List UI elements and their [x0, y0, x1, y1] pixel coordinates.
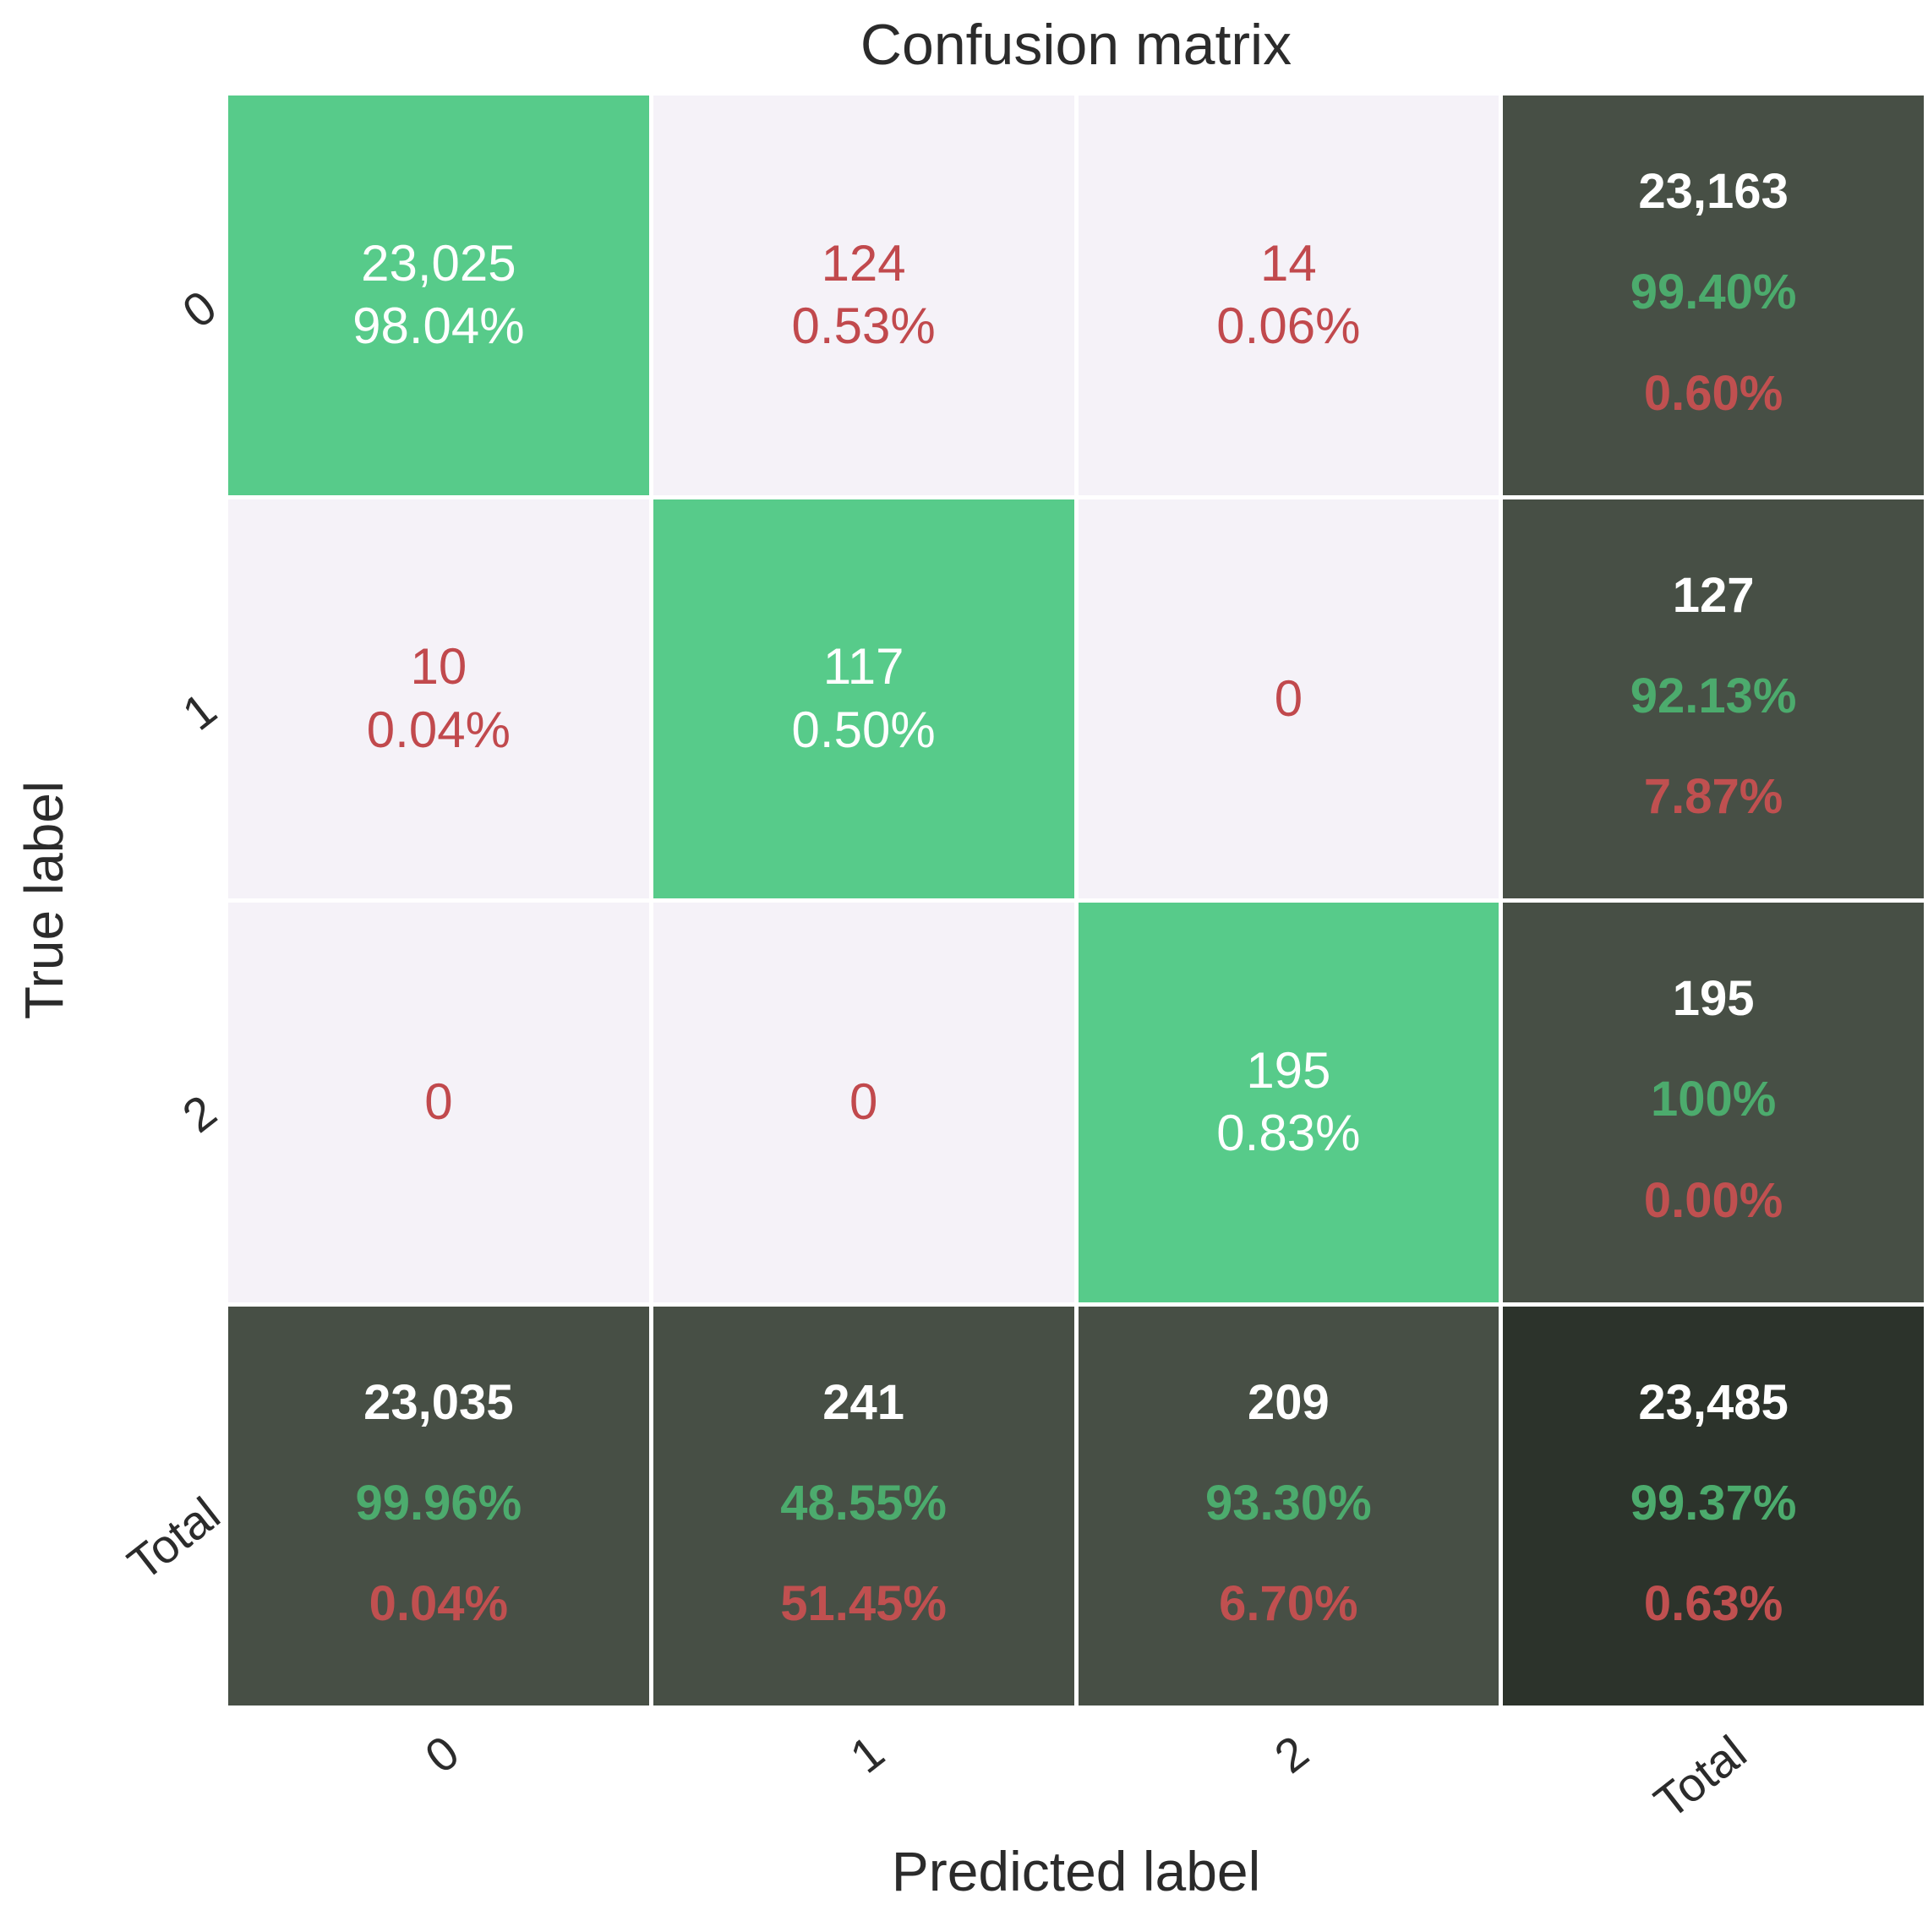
cell-percent: 98.04% [352, 297, 525, 355]
cell-true1-pred2: 0 [1078, 499, 1499, 898]
y-tick-1: 1 [172, 682, 227, 741]
cell-count: 195 [1246, 1041, 1331, 1099]
y-tick-0: 0 [172, 280, 227, 339]
y-axis-label: True label [14, 780, 74, 1020]
matrix-grid: 23,025 98.04% 124 0.53% 14 0.06% 23,163 … [228, 96, 1924, 1706]
y-tick-total: Total [117, 1487, 230, 1591]
cell-true2-pred0: 0 [228, 903, 649, 1302]
cell-count: 0 [849, 1073, 878, 1131]
cell-true0-rowtotal: 23,163 99.40% 0.60% [1503, 96, 1924, 495]
cell-true0-pred2: 14 0.06% [1078, 96, 1499, 495]
total-count: 195 [1672, 971, 1755, 1026]
x-tick-1: 1 [840, 1725, 894, 1784]
cell-true1-pred0: 10 0.04% [228, 499, 649, 898]
y-tick-2: 2 [172, 1084, 227, 1143]
cell-true2-pred2: 195 0.83% [1078, 903, 1499, 1302]
total-correct-pct: 99.40% [1630, 265, 1797, 320]
cell-true2-rowtotal: 195 100% 0.00% [1503, 903, 1924, 1302]
cell-percent: 0.04% [366, 701, 511, 758]
cell-percent: 0.50% [791, 701, 936, 758]
cell-true0-pred0: 23,025 98.04% [228, 96, 649, 495]
cell-count: 10 [410, 638, 467, 696]
cell-true0-pred1: 124 0.53% [653, 96, 1074, 495]
total-count: 127 [1672, 567, 1755, 623]
cell-true2-pred1: 0 [653, 903, 1074, 1302]
total-correct-pct: 99.96% [355, 1475, 522, 1531]
total-error-pct: 7.87% [1643, 769, 1783, 825]
total-correct-pct: 99.37% [1630, 1475, 1797, 1531]
total-count: 241 [822, 1374, 905, 1430]
total-correct-pct: 100% [1650, 1072, 1777, 1127]
total-correct-pct: 92.13% [1630, 668, 1797, 723]
x-tick-0: 0 [415, 1725, 469, 1784]
total-error-pct: 0.60% [1643, 365, 1783, 421]
x-tick-2: 2 [1264, 1725, 1319, 1784]
cell-count: 14 [1260, 234, 1317, 292]
cell-coltotal-pred1: 241 48.55% 51.45% [653, 1306, 1074, 1706]
total-count: 209 [1247, 1374, 1330, 1430]
cell-coltotal-pred0: 23,035 99.96% 0.04% [228, 1306, 649, 1706]
chart-title: Confusion matrix [860, 13, 1292, 77]
cell-count: 0 [424, 1073, 453, 1131]
total-error-pct: 6.70% [1219, 1576, 1358, 1632]
cell-true1-rowtotal: 127 92.13% 7.87% [1503, 499, 1924, 898]
total-count: 23,163 [1638, 164, 1789, 219]
x-axis-label: Predicted label [891, 1840, 1261, 1902]
total-correct-pct: 93.30% [1205, 1475, 1372, 1531]
cell-percent: 0.53% [791, 297, 936, 355]
cell-count: 23,025 [361, 234, 516, 292]
cell-percent: 0.83% [1216, 1105, 1361, 1162]
cell-true1-pred1: 117 0.50% [653, 499, 1074, 898]
cell-percent: 0.06% [1216, 297, 1361, 355]
cell-coltotal-pred2: 209 93.30% 6.70% [1078, 1306, 1499, 1706]
cell-grand-total: 23,485 99.37% 0.63% [1503, 1306, 1924, 1706]
cell-count: 117 [822, 638, 904, 696]
total-count: 23,035 [363, 1374, 514, 1430]
cell-count: 124 [821, 234, 906, 292]
total-error-pct: 0.00% [1643, 1172, 1783, 1228]
total-error-pct: 0.63% [1643, 1576, 1783, 1632]
total-correct-pct: 48.55% [780, 1475, 947, 1531]
cell-count: 0 [1274, 669, 1303, 727]
total-error-pct: 51.45% [780, 1576, 947, 1632]
total-error-pct: 0.04% [369, 1576, 509, 1632]
x-tick-total: Total [1644, 1725, 1756, 1829]
total-count: 23,485 [1638, 1374, 1789, 1430]
